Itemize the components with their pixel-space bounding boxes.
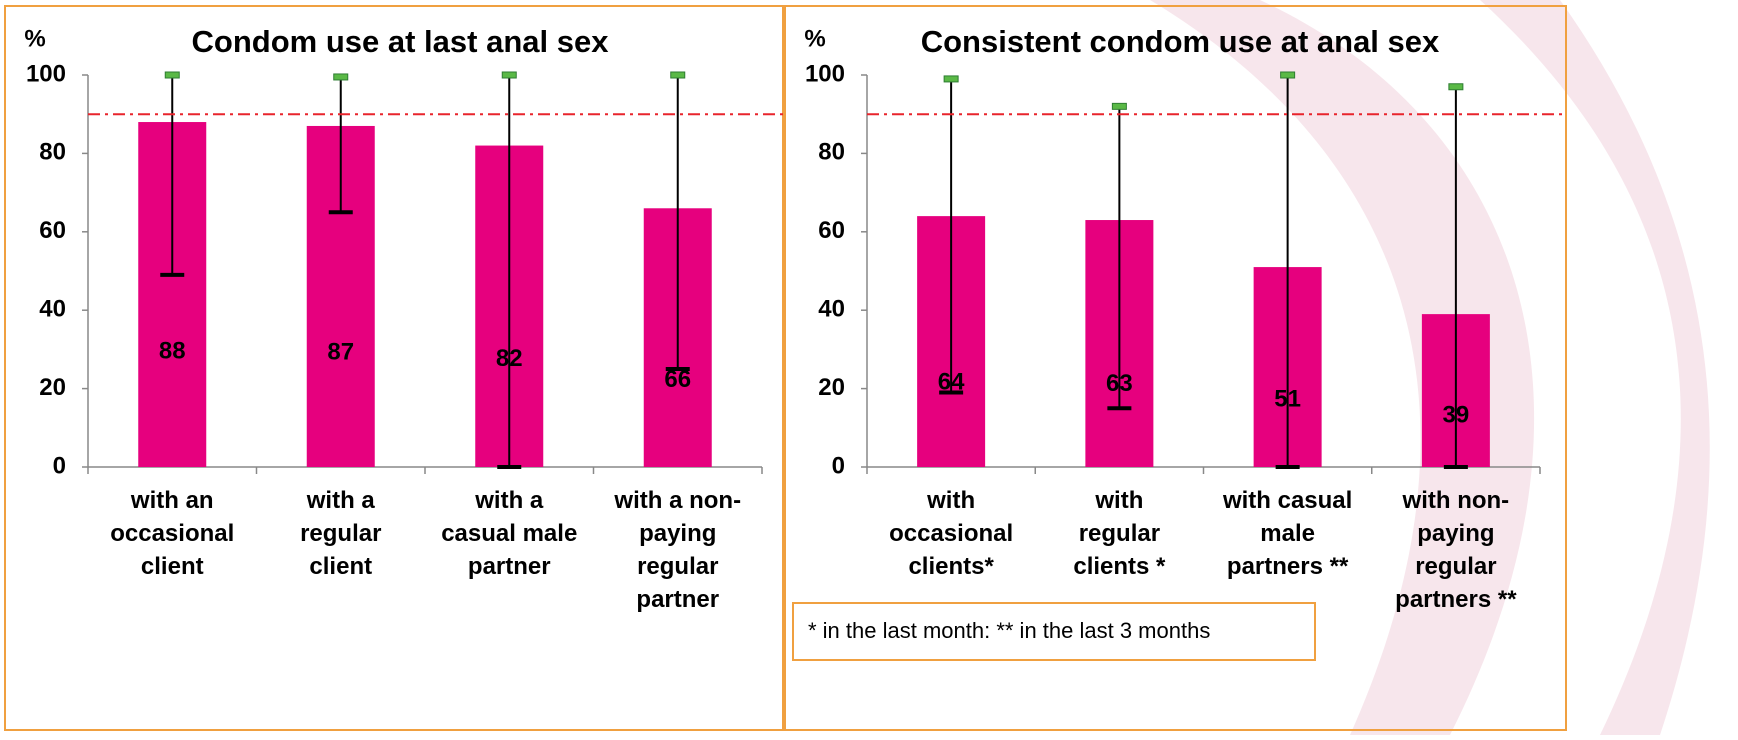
error-cap-high [502, 72, 516, 78]
chart-title: Condom use at last anal sex [192, 24, 610, 59]
y-tick-label: 80 [818, 139, 845, 166]
y-tick-label: 80 [39, 139, 66, 166]
data-label: 88 [159, 337, 186, 364]
error-cap-high [1281, 72, 1295, 78]
note: * in the last month: ** in the last 3 mo… [808, 618, 1210, 643]
y-tick-label: 40 [39, 296, 66, 323]
data-label: 87 [327, 339, 354, 366]
y-tick-label: 20 [818, 374, 845, 401]
error-cap-high [1112, 103, 1126, 109]
y-tick-label: 100 [26, 60, 66, 87]
error-cap-high [671, 72, 685, 78]
y-tick-label: 0 [832, 452, 845, 479]
y-axis-label: % [804, 25, 825, 52]
y-tick-label: 20 [39, 374, 66, 401]
y-axis-label: % [24, 25, 45, 52]
page: * in the last month: ** in the last 3 mo… [0, 0, 1738, 735]
y-tick-label: 60 [818, 217, 845, 244]
error-cap-high [944, 76, 958, 82]
error-cap-high [334, 74, 348, 80]
error-cap-high [1449, 84, 1463, 90]
y-tick-label: 40 [818, 296, 845, 323]
y-tick-label: 60 [39, 217, 66, 244]
error-cap-high [165, 72, 179, 78]
y-tick-label: 100 [805, 60, 845, 87]
y-tick-label: 0 [53, 452, 66, 479]
chart-title: Consistent condom use at anal sex [921, 24, 1440, 59]
